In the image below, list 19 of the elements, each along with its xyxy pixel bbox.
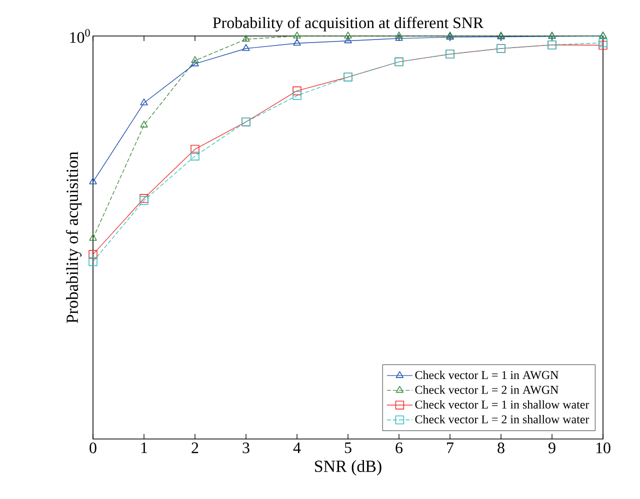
legend-label: Check vector L = 2 in AWGN xyxy=(415,385,558,394)
legend-label: Check vector L = 1 in shallow water xyxy=(415,400,590,409)
x-tick-label: 6 xyxy=(396,442,403,454)
x-tick-label: 10 xyxy=(596,442,610,454)
x-tick-label: 1 xyxy=(141,442,148,454)
chart-title: Probability of acquisition at different SNR xyxy=(212,16,484,32)
x-tick-label: 7 xyxy=(447,442,454,453)
x-tick-label: 0 xyxy=(90,442,96,454)
x-tick-label: 8 xyxy=(498,442,504,454)
legend-label: Check vector L = 2 in shallow water xyxy=(415,414,590,424)
x-tick-label: 3 xyxy=(242,442,250,454)
y-axis-title: Probability of acquisition xyxy=(66,152,82,324)
x-tick-label: 4 xyxy=(293,442,301,454)
text: 10$^{0}$ xyxy=(70,29,90,43)
legend-label: Check vector L = 1 in AWGN xyxy=(415,370,558,380)
x-tick-label: 2 xyxy=(192,442,198,454)
x-tick-label: 5 xyxy=(344,442,352,454)
x-tick-label: 9 xyxy=(548,442,556,454)
x-axis-title: SNR (dB) xyxy=(315,460,382,476)
